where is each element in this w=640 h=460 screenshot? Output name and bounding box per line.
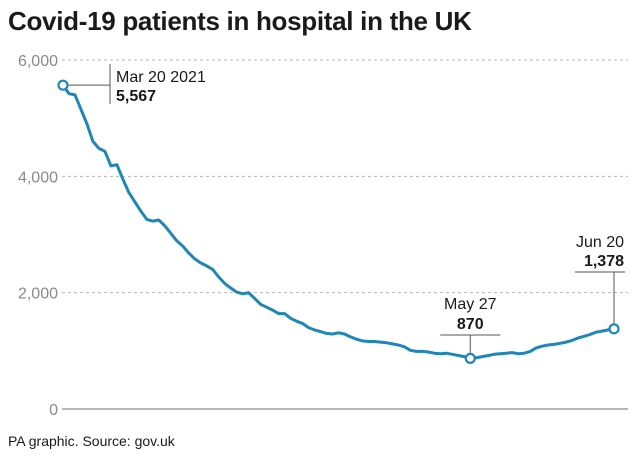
y-tick-label: 6,000 <box>18 53 58 70</box>
series-layer <box>61 83 616 360</box>
annotation-value-label: 870 <box>457 316 484 333</box>
highlight-point-marker <box>608 323 620 335</box>
annotation-date-label: Mar 20 2021 <box>116 69 206 86</box>
y-axis-tick-labels: 0 2,000 4,000 6,000 <box>18 53 58 419</box>
annotation-date-label: May 27 <box>444 296 497 313</box>
highlight-point-marker <box>57 79 69 91</box>
series-line <box>61 83 616 360</box>
annotations: Mar 20 2021 5,567 May 27 870 Jun 20 1,378 <box>57 64 625 364</box>
annotation-value-label: 1,378 <box>584 253 624 270</box>
source-credit: PA graphic. Source: gov.uk <box>8 433 175 449</box>
gridlines <box>62 59 628 410</box>
y-tick-label: 4,000 <box>18 169 58 186</box>
annotation-date-label: Jun 20 <box>576 234 624 251</box>
highlight-point-marker <box>464 352 476 364</box>
annotation-value-label: 5,567 <box>116 88 156 105</box>
chart-title: Covid-19 patients in hospital in the UK <box>8 6 472 36</box>
y-tick-label: 0 <box>49 402 58 419</box>
y-tick-label: 2,000 <box>18 286 58 303</box>
